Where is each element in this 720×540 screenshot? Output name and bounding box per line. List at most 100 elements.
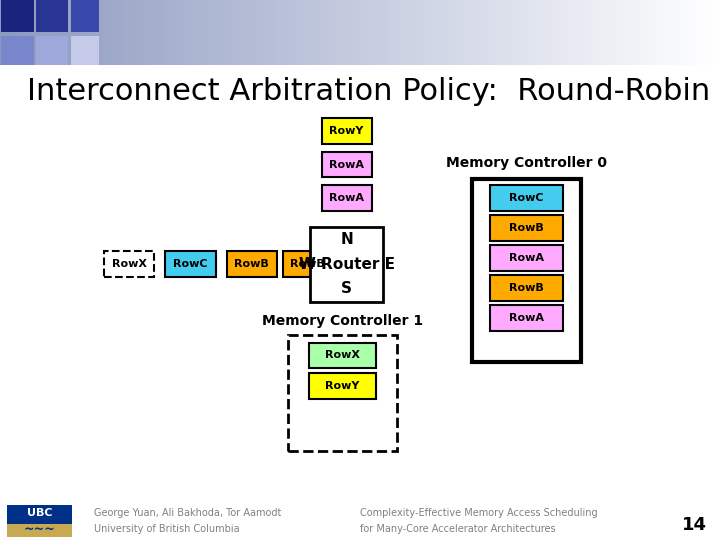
Bar <box>2 0 5 65</box>
Bar <box>72 0 74 65</box>
Bar <box>655 0 657 65</box>
Bar <box>1 0 34 32</box>
Bar <box>230 0 233 65</box>
Bar <box>168 0 171 65</box>
Bar <box>259 0 261 65</box>
Bar <box>9 0 12 65</box>
Bar <box>343 0 346 65</box>
FancyBboxPatch shape <box>322 185 372 211</box>
Bar <box>74 0 77 65</box>
Bar <box>518 0 521 65</box>
Bar <box>698 0 701 65</box>
Text: N
W Router E
S: N W Router E S <box>299 232 395 296</box>
Bar <box>36 0 38 65</box>
Text: ~~~: ~~~ <box>24 523 55 536</box>
Bar <box>365 0 367 65</box>
Bar <box>315 0 317 65</box>
Bar <box>600 0 603 65</box>
Bar <box>499 0 502 65</box>
Text: RowA: RowA <box>509 253 544 263</box>
Bar <box>12 0 14 65</box>
Bar <box>396 0 398 65</box>
Bar <box>650 0 653 65</box>
Bar <box>549 0 552 65</box>
Bar <box>182 0 185 65</box>
Bar <box>166 0 168 65</box>
Bar <box>384 0 387 65</box>
Bar <box>5 0 7 65</box>
Bar <box>233 0 235 65</box>
Bar <box>557 0 559 65</box>
Bar <box>403 0 405 65</box>
Bar <box>348 0 351 65</box>
Bar <box>29 0 31 65</box>
Bar <box>482 0 485 65</box>
Bar <box>593 0 595 65</box>
Bar <box>614 0 617 65</box>
Bar <box>509 0 511 65</box>
Bar <box>631 0 634 65</box>
Bar <box>576 0 578 65</box>
Bar <box>317 0 319 65</box>
Bar <box>71 0 99 32</box>
Bar <box>329 0 331 65</box>
Bar <box>583 0 585 65</box>
Bar <box>511 0 513 65</box>
Bar <box>58 0 60 65</box>
Text: UBC: UBC <box>27 508 53 518</box>
Bar <box>547 0 549 65</box>
Bar <box>55 0 58 65</box>
Bar <box>684 0 686 65</box>
Bar <box>209 0 211 65</box>
Text: RowA: RowA <box>509 313 544 323</box>
Bar <box>535 0 538 65</box>
Bar <box>689 0 691 65</box>
Bar <box>153 0 156 65</box>
Bar <box>142 0 144 65</box>
Bar <box>564 0 567 65</box>
Bar <box>346 0 348 65</box>
Bar <box>646 0 648 65</box>
Bar <box>65 0 67 65</box>
FancyBboxPatch shape <box>309 342 376 368</box>
Bar <box>310 0 312 65</box>
Bar <box>250 0 252 65</box>
Bar <box>34 0 36 65</box>
Bar <box>302 0 305 65</box>
Text: RowB: RowB <box>290 259 325 269</box>
Bar <box>715 0 718 65</box>
Bar <box>485 0 487 65</box>
Bar <box>439 0 441 65</box>
Bar <box>590 0 593 65</box>
Text: RowX: RowX <box>325 350 360 360</box>
Bar <box>624 0 626 65</box>
Bar <box>595 0 598 65</box>
Bar <box>607 0 610 65</box>
Bar <box>22 0 24 65</box>
Bar <box>79 0 81 65</box>
Bar <box>202 0 204 65</box>
Bar <box>657 0 660 65</box>
Bar <box>713 0 715 65</box>
Bar <box>156 0 158 65</box>
Bar <box>574 0 576 65</box>
Bar <box>387 0 389 65</box>
Bar <box>432 0 434 65</box>
Bar <box>516 0 518 65</box>
Bar <box>245 0 247 65</box>
Bar <box>394 0 396 65</box>
Bar <box>706 0 708 65</box>
Bar <box>108 0 110 65</box>
FancyBboxPatch shape <box>322 152 372 178</box>
Bar <box>437 0 439 65</box>
Bar <box>324 0 326 65</box>
Bar <box>333 0 336 65</box>
Bar <box>382 0 384 65</box>
Bar <box>24 0 27 65</box>
Bar <box>660 0 662 65</box>
Bar <box>243 0 245 65</box>
Bar <box>274 0 276 65</box>
Bar <box>372 0 374 65</box>
FancyBboxPatch shape <box>322 118 372 144</box>
Bar <box>312 0 315 65</box>
